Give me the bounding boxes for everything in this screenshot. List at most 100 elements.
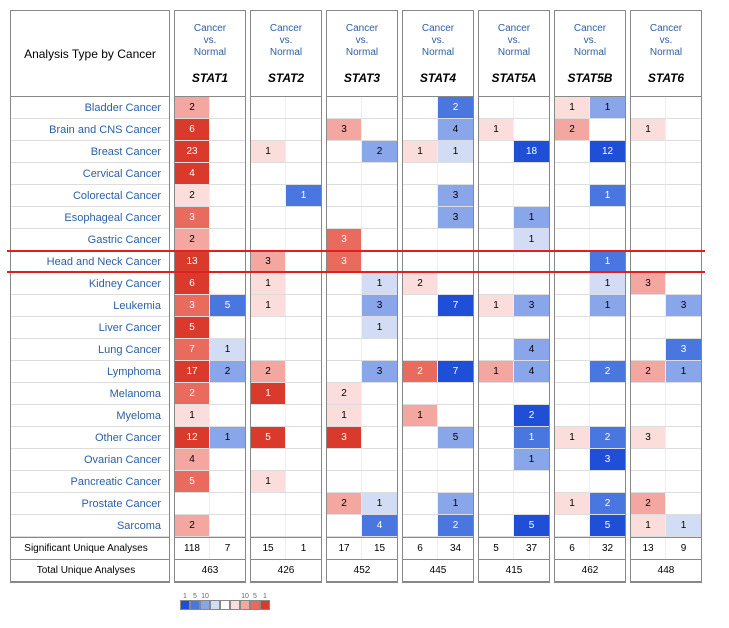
- tot-row: 445: [403, 560, 473, 582]
- data-row: [479, 251, 549, 273]
- heat-cell: [210, 515, 245, 536]
- heat-cell: [362, 427, 397, 448]
- heat-cell: 1: [479, 361, 514, 382]
- data-row: 2: [555, 361, 625, 383]
- heat-cell: [286, 471, 321, 492]
- cancer-label: Pancreatic Cancer: [11, 471, 169, 493]
- heat-cell: [403, 295, 438, 316]
- heat-cell: 1: [514, 449, 549, 470]
- heat-cell: 4: [175, 449, 210, 470]
- sig-cell: 6: [555, 538, 590, 559]
- data-row: 1: [251, 185, 321, 207]
- cancer-label: Kidney Cancer: [11, 273, 169, 295]
- cvn-label: Cancervs.Normal: [498, 23, 530, 59]
- data-row: [631, 449, 701, 471]
- heat-cell: [210, 493, 245, 514]
- heat-cell: [666, 471, 701, 492]
- heat-cell: [327, 185, 362, 206]
- heat-cell: 1: [631, 119, 666, 140]
- data-row: 121: [175, 427, 245, 449]
- heat-cell: 2: [175, 383, 210, 404]
- data-row: 2: [175, 229, 245, 251]
- heat-cell: 4: [175, 163, 210, 184]
- heat-cell: 1: [479, 119, 514, 140]
- heat-cell: [555, 273, 590, 294]
- heat-cell: 2: [327, 493, 362, 514]
- heat-cell: 3: [631, 273, 666, 294]
- heat-cell: [631, 207, 666, 228]
- cancer-label: Liver Cancer: [11, 317, 169, 339]
- cancer-label: Leukemia: [11, 295, 169, 317]
- data-row: [403, 383, 473, 405]
- data-row: [479, 185, 549, 207]
- tot-cell: 445: [403, 565, 473, 576]
- sig-cell: 7: [210, 538, 245, 559]
- heat-cell: [555, 339, 590, 360]
- heat-cell: 2: [327, 383, 362, 404]
- heat-cell: [210, 471, 245, 492]
- cancer-label: Gastric Cancer: [11, 229, 169, 251]
- data-row: [555, 317, 625, 339]
- heat-cell: [479, 141, 514, 162]
- heat-cell: 4: [362, 515, 397, 536]
- data-row: [403, 471, 473, 493]
- cancer-label: Melanoma: [11, 383, 169, 405]
- cancer-label: Breast Cancer: [11, 141, 169, 163]
- gene-column: Cancervs.NormalSTAT2113112151151426: [250, 10, 322, 583]
- heat-cell: 2: [555, 119, 590, 140]
- heat-cell: 1: [555, 427, 590, 448]
- data-row: 71: [175, 339, 245, 361]
- data-row: [327, 163, 397, 185]
- header-label: Analysis Type by Cancer: [11, 11, 169, 97]
- data-row: [479, 471, 549, 493]
- heat-cell: [590, 229, 625, 250]
- data-row: 172: [175, 361, 245, 383]
- data-row: [327, 185, 397, 207]
- data-row: 3: [555, 449, 625, 471]
- heat-cell: 1: [251, 383, 286, 404]
- heat-cell: 2: [362, 141, 397, 162]
- heat-cell: [362, 163, 397, 184]
- heat-cell: [251, 493, 286, 514]
- data-row: [631, 141, 701, 163]
- data-row: 2: [175, 185, 245, 207]
- heat-cell: 3: [438, 185, 473, 206]
- data-row: [555, 383, 625, 405]
- data-row: 3: [327, 361, 397, 383]
- legend-swatch: [200, 600, 210, 610]
- heat-cell: [438, 317, 473, 338]
- data-row: 1: [251, 295, 321, 317]
- heat-cell: [590, 471, 625, 492]
- data-row: 4: [327, 515, 397, 537]
- data-row: [175, 493, 245, 515]
- heat-cell: [327, 163, 362, 184]
- sig-row: 537: [479, 538, 549, 560]
- gene-column: Cancervs.NormalSTAT61333213211139448: [630, 10, 702, 583]
- data-row: 1: [479, 229, 549, 251]
- heat-cell: 18: [514, 141, 549, 162]
- heat-cell: [327, 207, 362, 228]
- heat-cell: [666, 449, 701, 470]
- legend-swatch: [180, 600, 190, 610]
- heat-cell: [210, 251, 245, 272]
- data-row: 3: [631, 273, 701, 295]
- data-row: 1: [251, 273, 321, 295]
- cancer-label: Colorectal Cancer: [11, 185, 169, 207]
- heat-cell: [362, 471, 397, 492]
- data-row: 35: [175, 295, 245, 317]
- heat-cell: [327, 361, 362, 382]
- heat-cell: [666, 251, 701, 272]
- data-row: 1: [175, 405, 245, 427]
- heat-cell: 2: [175, 229, 210, 250]
- heat-cell: 1: [362, 273, 397, 294]
- heat-cell: [210, 185, 245, 206]
- heat-cell: [479, 97, 514, 118]
- data-row: [631, 163, 701, 185]
- data-row: 1: [555, 251, 625, 273]
- heat-cell: [403, 207, 438, 228]
- heat-cell: [631, 383, 666, 404]
- cvn-label: Cancervs.Normal: [650, 23, 682, 59]
- data-row: 4: [175, 449, 245, 471]
- heat-cell: [403, 427, 438, 448]
- heat-cell: 3: [327, 119, 362, 140]
